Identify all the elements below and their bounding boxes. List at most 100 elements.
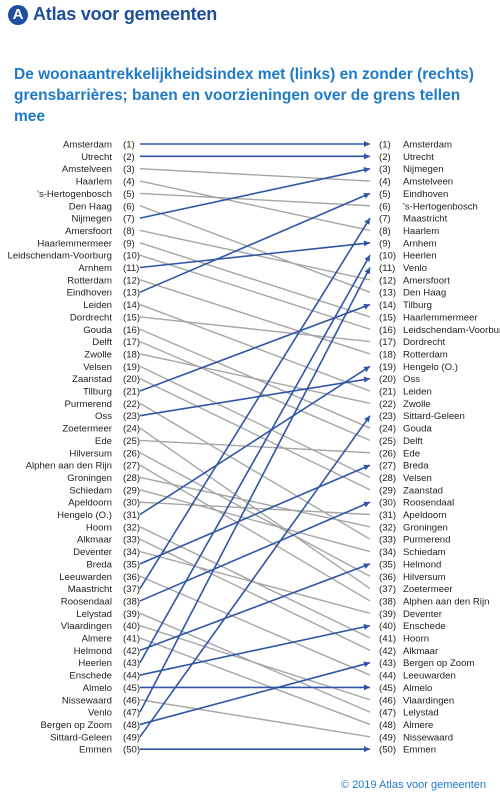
left-rank-label: (43) — [123, 658, 140, 669]
right-rank-label: (11) — [379, 263, 395, 274]
right-rank-label: (41) — [379, 634, 396, 645]
slope-line-oss — [139, 377, 371, 417]
right-rank-label: (48) — [379, 720, 396, 731]
right-city-label: Schiedam — [403, 547, 446, 558]
slope-line-arnhem — [139, 242, 371, 269]
left-rank-label: (6) — [123, 201, 135, 212]
right-rank-label: (5) — [379, 189, 391, 200]
arrow-head — [364, 255, 370, 262]
slope-line-heerlen — [139, 254, 371, 664]
left-city-label: Arnhem — [78, 263, 112, 274]
left-city-label: Alphen aan den Rijn — [26, 461, 112, 472]
right-city-label: Utrecht — [403, 152, 434, 163]
left-city-label: Nijmegen — [71, 214, 112, 225]
chart-title: De woonaantrekkelijkheidsindex met (link… — [14, 66, 474, 125]
slope-line-schiedam — [139, 489, 371, 553]
right-city-label: Bergen op Zoom — [403, 658, 474, 669]
left-city-label: Den Haag — [69, 201, 112, 212]
left-rank-label: (50) — [123, 745, 140, 756]
right-rank-label: (15) — [379, 312, 396, 323]
right-rank-label: (36) — [379, 572, 396, 583]
slope-line-maastricht — [139, 217, 371, 590]
left-rank-label: (17) — [123, 337, 140, 348]
right-rank-label: (12) — [379, 275, 396, 286]
right-rank-label: (39) — [379, 609, 396, 620]
right-rank-label: (23) — [379, 411, 396, 422]
left-rank-label: (45) — [123, 683, 140, 694]
left-rank-label: (18) — [123, 349, 140, 360]
left-rank-label: (9) — [123, 238, 135, 249]
right-rank-label: (29) — [379, 485, 396, 496]
arrow-head — [363, 376, 370, 383]
right-rank-label: (17) — [379, 337, 396, 348]
right-city-label: Sittard-Geleen — [403, 411, 465, 422]
right-city-label: Maastricht — [403, 214, 448, 225]
left-city-label: Leeuwarden — [59, 572, 112, 583]
slope-line-hengelo-o- — [139, 365, 371, 516]
right-city-label: Zaanstad — [403, 485, 443, 496]
right-city-label: Arnhem — [403, 238, 437, 249]
right-city-label: Hilversum — [403, 572, 446, 583]
right-city-label: Haarlemmermeer — [403, 312, 478, 323]
left-rank-label: (27) — [123, 461, 140, 472]
left-rank-label: (1) — [123, 140, 135, 151]
right-rank-label: (6) — [379, 201, 391, 212]
right-rank-label: (3) — [379, 164, 391, 175]
right-rank-label: (46) — [379, 695, 396, 706]
right-city-label: Enschede — [403, 621, 446, 632]
left-city-label: Maastricht — [68, 584, 113, 595]
copyright: © 2019 Atlas voor gemeenten — [340, 779, 486, 791]
rank-labels: Amsterdam (1) Utrecht (2) Amstelveen (3) Haarl… — [7, 140, 500, 756]
right-rank-label: (33) — [379, 535, 396, 546]
right-city-label: 's-Hertogenbosch — [403, 201, 478, 212]
left-city-label: Vlaardingen — [61, 621, 112, 632]
left-rank-label: (41) — [123, 634, 140, 645]
left-city-label: Oss — [95, 411, 112, 422]
right-rank-label: (19) — [379, 362, 396, 373]
right-city-label: Amersfoort — [403, 275, 450, 286]
left-city-label: Almere — [82, 634, 112, 645]
left-rank-label: (26) — [123, 448, 140, 459]
left-rank-label: (40) — [123, 621, 140, 632]
right-city-label: Lelystad — [403, 708, 439, 719]
right-city-label: Hoorn — [403, 634, 429, 645]
right-city-label: Eindhoven — [403, 189, 448, 200]
right-rank-label: (24) — [379, 424, 396, 435]
brand-name: Atlas voor gemeenten — [33, 4, 218, 24]
left-city-label: Hilversum — [69, 448, 112, 459]
left-city-label: Gouda — [83, 325, 112, 336]
left-rank-label: (7) — [123, 214, 135, 225]
slope-line-zwolle — [139, 353, 371, 405]
right-city-label: Apeldoorn — [403, 510, 447, 521]
right-city-label: Den Haag — [403, 288, 446, 299]
left-rank-label: (3) — [123, 164, 135, 175]
left-rank-label: (33) — [123, 535, 140, 546]
left-city-label: Helmond — [74, 646, 112, 657]
right-rank-label: (45) — [379, 683, 396, 694]
arrow-head — [363, 501, 370, 508]
left-city-label: Ede — [95, 436, 112, 447]
left-rank-label: (25) — [123, 436, 140, 447]
left-city-label: Zaanstad — [72, 374, 112, 385]
left-city-label: Schiedam — [69, 485, 112, 496]
right-rank-label: (13) — [379, 288, 396, 299]
slope-line-deventer — [139, 550, 371, 614]
right-rank-label: (1) — [379, 140, 391, 151]
left-rank-label: (21) — [123, 387, 140, 398]
right-city-label: Purmerend — [403, 535, 450, 546]
right-city-label: Tilburg — [403, 300, 432, 311]
left-city-label: Alkmaar — [77, 535, 113, 546]
left-rank-label: (10) — [123, 251, 140, 262]
left-city-label: Hengelo (O.) — [57, 510, 112, 521]
logo: A Atlas voor gemeenten — [8, 4, 217, 25]
right-city-label: Emmen — [403, 745, 436, 756]
left-rank-label: (13) — [123, 288, 140, 299]
left-rank-label: (42) — [123, 646, 140, 657]
left-rank-label: (30) — [123, 498, 140, 509]
right-rank-label: (18) — [379, 349, 396, 360]
left-rank-label: (49) — [123, 732, 140, 743]
left-city-label: 's-Hertogenbosch — [37, 189, 112, 200]
left-rank-label: (29) — [123, 485, 140, 496]
left-rank-label: (19) — [123, 362, 140, 373]
right-rank-label: (47) — [379, 708, 396, 719]
